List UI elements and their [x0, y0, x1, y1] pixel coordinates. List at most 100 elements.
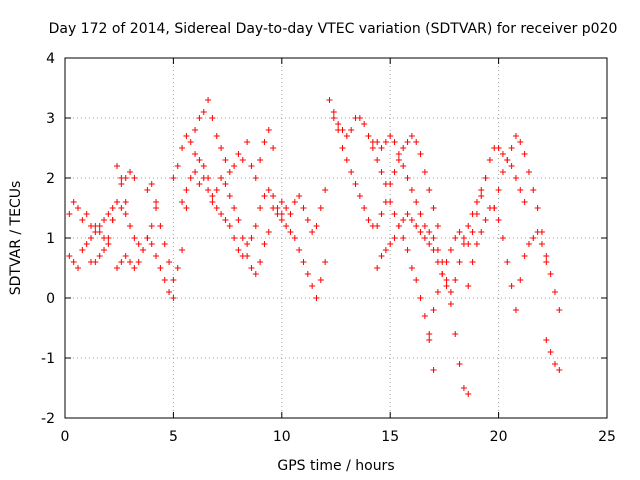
x-tick-label: 15: [381, 429, 399, 445]
data-point: [79, 217, 86, 223]
data-point: [92, 259, 99, 265]
data-point: [252, 271, 259, 277]
x-tick-label: 10: [273, 429, 291, 445]
data-point: [205, 187, 212, 193]
data-point: [70, 199, 77, 205]
data-point: [361, 205, 368, 211]
data-point: [330, 115, 337, 121]
data-point: [192, 169, 199, 175]
series-arc-11: [326, 97, 437, 373]
data-point: [348, 127, 355, 133]
data-point: [235, 151, 242, 157]
data-point: [343, 157, 350, 163]
series-arc-12: [330, 115, 441, 229]
data-point: [213, 133, 220, 139]
data-point: [261, 241, 268, 247]
data-point: [374, 157, 381, 163]
data-point: [300, 259, 307, 265]
data-point: [469, 259, 476, 265]
data-point: [322, 259, 329, 265]
data-point: [504, 157, 511, 163]
data-point: [382, 139, 389, 145]
data-point: [486, 157, 493, 163]
series-arc-18: [543, 337, 563, 373]
data-point: [192, 151, 199, 157]
data-point: [512, 133, 519, 139]
series-arc-7: [179, 163, 285, 259]
data-point: [135, 241, 142, 247]
y-tick-label: 4: [46, 51, 55, 67]
data-point: [291, 235, 298, 241]
data-point: [183, 133, 190, 139]
data-point: [508, 163, 515, 169]
data-point: [252, 175, 259, 181]
data-point: [391, 139, 398, 145]
data-point: [326, 97, 333, 103]
data-point: [495, 187, 502, 193]
data-point: [478, 193, 485, 199]
data-point: [391, 235, 398, 241]
data-point: [114, 199, 121, 205]
data-point: [235, 247, 242, 253]
data-point: [430, 307, 437, 313]
chart-title: Day 172 of 2014, Sidereal Day-to-day VTE…: [49, 21, 618, 37]
data-point: [352, 181, 359, 187]
series-arc-13: [369, 133, 472, 397]
data-point: [556, 367, 563, 373]
data-point: [348, 169, 355, 175]
data-point: [157, 223, 164, 229]
data-point: [517, 139, 524, 145]
data-point: [439, 271, 446, 277]
series-arc-8: [192, 151, 272, 277]
data-point: [70, 259, 77, 265]
y-tick-label: 3: [46, 111, 55, 127]
data-point: [296, 247, 303, 253]
data-point: [239, 235, 246, 241]
data-point: [404, 139, 411, 145]
data-point: [88, 223, 95, 229]
data-point: [148, 241, 155, 247]
data-point: [473, 199, 480, 205]
data-point: [96, 223, 103, 229]
data-point: [196, 157, 203, 163]
data-point: [66, 253, 73, 259]
data-point: [452, 331, 459, 337]
data-point: [430, 367, 437, 373]
data-point: [335, 127, 342, 133]
data-point: [434, 223, 441, 229]
data-point: [309, 283, 316, 289]
series-arc-17: [491, 157, 528, 211]
data-point: [226, 169, 233, 175]
data-point: [408, 217, 415, 223]
data-point: [287, 229, 294, 235]
data-point: [304, 271, 311, 277]
data-point: [413, 139, 420, 145]
data-point: [105, 235, 112, 241]
data-point: [499, 151, 506, 157]
data-point: [525, 169, 532, 175]
data-point: [343, 133, 350, 139]
data-point: [499, 169, 506, 175]
data-point: [105, 241, 112, 247]
data-point: [465, 283, 472, 289]
data-point: [534, 205, 541, 211]
data-point: [101, 247, 108, 253]
series-arc-15: [426, 133, 563, 337]
x-tick-label: 20: [490, 429, 508, 445]
data-point: [270, 145, 277, 151]
data-point: [469, 229, 476, 235]
data-point: [317, 277, 324, 283]
data-point: [252, 223, 259, 229]
data-point: [413, 277, 420, 283]
series-arc-2: [66, 199, 129, 235]
data-point: [127, 259, 134, 265]
data-point: [491, 205, 498, 211]
data-point: [222, 181, 229, 187]
y-tick-label: 0: [46, 291, 55, 307]
x-tick-label: 25: [598, 429, 616, 445]
series-arc-5: [144, 181, 190, 283]
data-point: [465, 223, 472, 229]
data-point: [148, 181, 155, 187]
data-point: [166, 259, 173, 265]
data-point: [274, 211, 281, 217]
